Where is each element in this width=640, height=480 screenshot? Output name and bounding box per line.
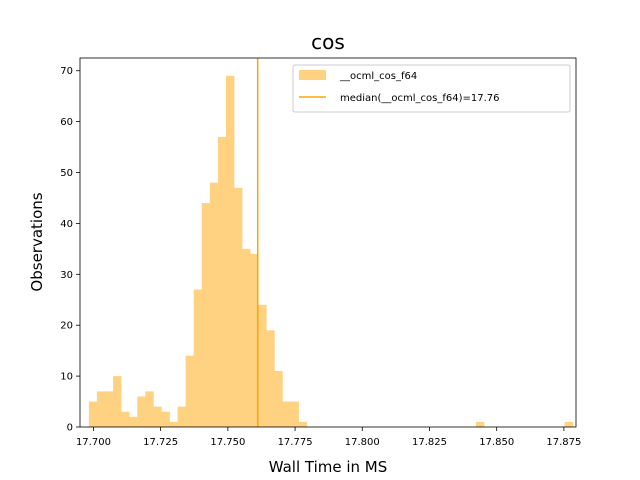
- histogram-bar: [298, 421, 307, 427]
- y-axis-title: Observations: [28, 192, 46, 291]
- bars-group: [88, 75, 574, 427]
- histogram-bar: [121, 411, 130, 427]
- histogram-bar: [185, 355, 195, 427]
- histogram-bar: [242, 248, 251, 427]
- legend-box: [292, 64, 571, 113]
- histogram-bar: [258, 304, 267, 427]
- histogram-bar: [137, 396, 146, 427]
- x-tick-label: 17.775: [278, 437, 313, 448]
- histogram-bar: [153, 406, 162, 427]
- legend: __ocml_cos_f64 median(__ocml_cos_f64)=17…: [292, 64, 571, 113]
- legend-swatch-histogram: [299, 70, 326, 80]
- histogram-bar: [169, 421, 178, 427]
- histogram-bar: [250, 253, 259, 427]
- histogram-bar: [177, 406, 186, 427]
- y-tick-label: 10: [60, 372, 73, 383]
- histogram-bar: [274, 371, 283, 427]
- legend-label-histogram: __ocml_cos_f64: [339, 71, 417, 82]
- histogram-bar: [161, 411, 170, 427]
- x-tick-label: 17.800: [345, 437, 380, 448]
- x-axis-title: Wall Time in MS: [269, 458, 388, 476]
- histogram-bar: [564, 421, 574, 427]
- histogram-bar: [234, 187, 243, 427]
- histogram-bar: [266, 330, 275, 427]
- x-tick-label: 17.700: [76, 437, 111, 448]
- histogram-bar: [105, 391, 114, 427]
- x-tick-label: 17.825: [412, 437, 447, 448]
- axes-frame: [79, 57, 577, 428]
- chart-title: cos: [311, 30, 345, 54]
- y-tick-label: 70: [60, 66, 73, 77]
- x-tick-label: 17.850: [479, 437, 514, 448]
- x-axis-ticks: 17.700 17.725 17.750 17.775 17.800 17.825 17.8…: [76, 427, 581, 448]
- legend-label-median: median(__ocml_cos_f64)=17.76: [340, 93, 500, 104]
- histogram-bar: [145, 391, 154, 427]
- histogram-bar: [129, 416, 138, 427]
- x-tick-label: 17.750: [210, 437, 245, 448]
- histogram-bar: [290, 401, 299, 427]
- y-tick-label: 20: [60, 321, 73, 332]
- x-tick-label: 17.725: [143, 437, 178, 448]
- y-tick-label: 30: [60, 270, 73, 281]
- histogram-bar: [217, 136, 227, 427]
- y-axis-ticks: 0 10 20 30 40 50 60 70: [60, 66, 80, 434]
- histogram-bar: [209, 182, 219, 427]
- y-tick-label: 60: [60, 117, 73, 128]
- histogram-bar: [193, 289, 203, 427]
- histogram-bar: [225, 75, 235, 427]
- histogram-bar: [113, 376, 122, 427]
- x-tick-label: 17.875: [546, 437, 581, 448]
- histogram-bar: [96, 391, 106, 427]
- y-tick-label: 50: [60, 168, 73, 179]
- y-tick-label: 40: [60, 219, 73, 230]
- histogram-bar: [282, 401, 291, 427]
- histogram-bar: [201, 203, 211, 427]
- histogram-bar: [475, 421, 485, 427]
- y-tick-label: 0: [67, 423, 73, 434]
- histogram-bar: [88, 401, 98, 427]
